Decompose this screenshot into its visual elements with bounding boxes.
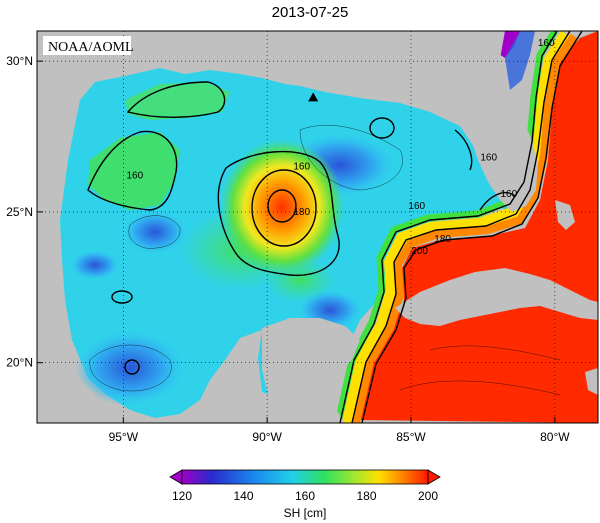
warm-core-eddy — [220, 139, 344, 275]
contour-eddy-inner — [267, 189, 297, 223]
contour-lines — [87, 31, 583, 423]
land-mexico-south — [180, 396, 345, 423]
contour-thin-atlantic-2 — [399, 380, 561, 396]
x-tick-label: 85°W — [396, 430, 426, 444]
contour-200-loop — [361, 31, 583, 423]
colorbar-tick-label: 140 — [233, 489, 253, 503]
x-tick-label: 90°W — [252, 430, 282, 444]
contour-eddy-mid — [251, 169, 317, 247]
contour-180-loop — [351, 31, 571, 423]
green-region-north — [125, 82, 230, 120]
x-tick-label: 80°W — [540, 430, 570, 444]
colorbar-gradient — [181, 469, 429, 485]
contour-north-160 — [126, 81, 226, 118]
contour-small-west — [111, 290, 133, 304]
contour-ring-small — [369, 117, 395, 139]
colorbar-label: SH [cm] — [284, 506, 327, 520]
loop-current-edge — [334, 31, 558, 423]
colorbar-low-arrow — [169, 469, 183, 485]
credit-text: NOAA/AOML — [48, 40, 134, 55]
contour-label: 160 — [538, 38, 555, 49]
contour-160-loop — [339, 31, 558, 423]
contour-label: 160 — [408, 201, 425, 212]
axis-tick-labels: 95°W 90°W 85°W 80°W 30°N 25°N 20°N — [6, 54, 570, 444]
land-us-coast — [37, 31, 598, 423]
blue-band-atlantic — [505, 31, 535, 90]
low-sh-region-west — [123, 210, 187, 254]
land-bahamas — [555, 200, 575, 230]
contour-label: 160 — [293, 162, 310, 173]
gridlines — [37, 31, 598, 423]
loop-current-front — [342, 31, 572, 423]
colorbar-tick-label: 120 — [172, 489, 192, 503]
contour-thin-center — [299, 124, 403, 191]
land-cuba — [395, 268, 598, 326]
map-frame — [36, 30, 599, 424]
contour-thin-west — [128, 215, 181, 249]
contour-label: 200 — [411, 246, 428, 257]
colorbar-ticks: 120 140 160 180 200 — [172, 489, 438, 503]
contour-label: 160 — [480, 153, 497, 164]
x-tick-label: 95°W — [109, 430, 139, 444]
colorbar: 120 140 160 180 200 SH [cm] — [169, 469, 441, 520]
caribbean-warm-water — [360, 31, 598, 423]
land-hispaniola-edge — [585, 368, 598, 395]
low-sh-region-sw — [75, 330, 185, 406]
loop-current-core — [352, 33, 578, 423]
contour-label: 160 — [500, 189, 517, 200]
contour-small-south — [124, 359, 140, 375]
contour-label: 180 — [434, 234, 451, 245]
contour-florida-160 — [454, 129, 473, 171]
y-tick-label: 30°N — [6, 54, 33, 68]
colorbar-high-arrow — [427, 469, 441, 485]
contour-label: 160 — [126, 171, 143, 182]
land-yucatan — [262, 318, 360, 402]
land-florida — [462, 80, 538, 212]
credit-box — [43, 36, 131, 55]
buoy-marker-triangle — [308, 92, 319, 102]
map-title: 2013-07-25 — [272, 4, 349, 21]
contour-west-160 — [87, 130, 178, 211]
colorbar-tick-label: 180 — [356, 489, 376, 503]
colorbar-tick-label: 200 — [418, 489, 438, 503]
contour-keys-160 — [479, 192, 516, 211]
contour-label: 180 — [293, 207, 310, 218]
contour-thin-atlantic-1 — [429, 345, 561, 361]
low-sh-region-wedge — [70, 250, 120, 280]
colorbar-tick-label: 160 — [295, 489, 315, 503]
y-tick-label: 25°N — [6, 205, 33, 219]
contour-label-layer: 160 160 160 160 160 160 180 180 200 — [126, 38, 555, 257]
y-tick-label: 20°N — [6, 356, 33, 370]
